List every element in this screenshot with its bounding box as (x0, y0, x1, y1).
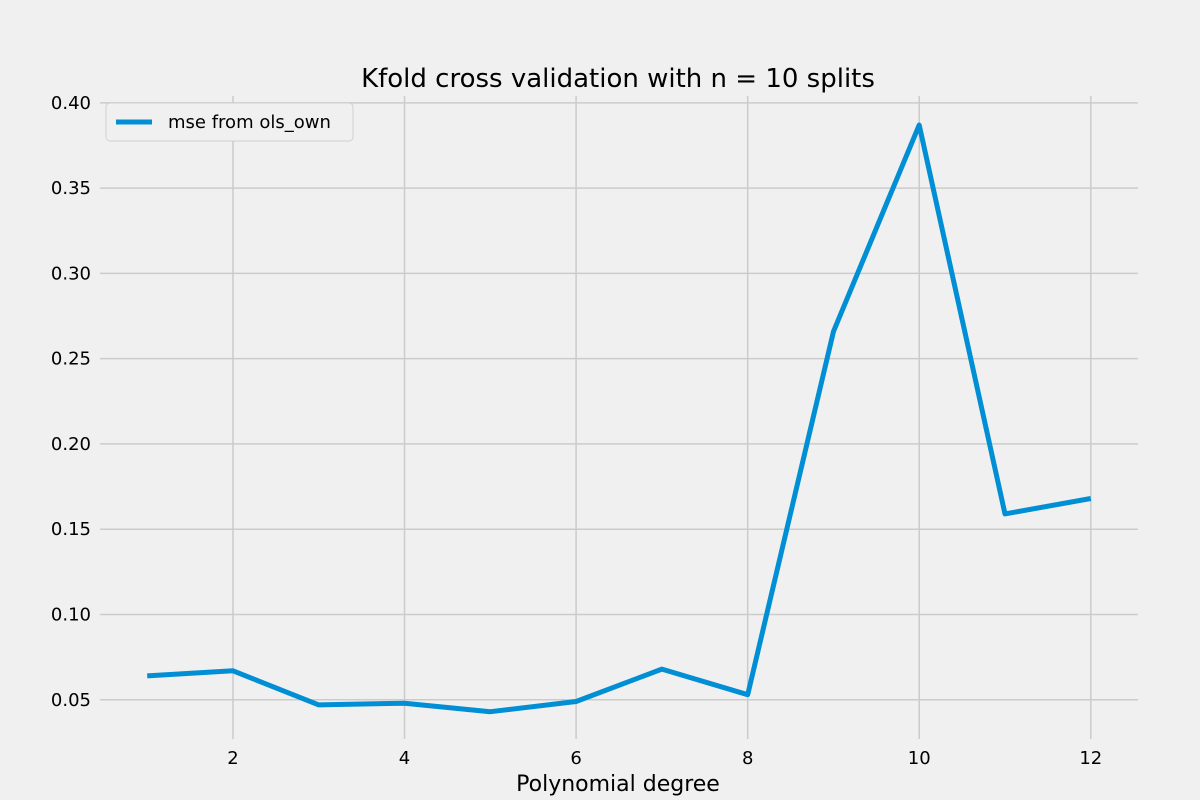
x-tick-label: 6 (570, 748, 581, 769)
series-layer (147, 122, 1092, 715)
legend-label: mse from ols_own (168, 112, 331, 133)
legend-box (105, 102, 354, 142)
x-tick-label: 8 (742, 748, 753, 769)
chart-title: Kfold cross validation with n = 10 split… (361, 64, 875, 94)
y-tick-label: 0.30 (51, 263, 91, 284)
x-tick-labels: 2 4 6 8 10 12 (227, 748, 1102, 769)
x-tick-label: 12 (1079, 748, 1102, 769)
y-tick-label: 0.20 (51, 434, 91, 455)
x-tick-label: 2 (227, 748, 238, 769)
y-tick-label: 0.40 (51, 93, 91, 114)
y-tick-label: 0.25 (51, 349, 91, 370)
legend: mse from ols_own (105, 102, 354, 142)
y-tick-label: 0.15 (51, 519, 91, 540)
series-line (147, 122, 1092, 715)
x-tick-label: 4 (399, 748, 410, 769)
x-axis-label: Polynomial degree (516, 772, 720, 797)
y-tick-label: 0.10 (51, 604, 91, 625)
y-tick-label: 0.05 (51, 690, 91, 711)
x-tick-label: 10 (908, 748, 931, 769)
y-tick-label: 0.35 (51, 178, 91, 199)
y-tick-labels: 0.05 0.10 0.15 0.20 0.25 0.30 0.35 0.40 (51, 93, 91, 711)
grid (100, 96, 1138, 739)
